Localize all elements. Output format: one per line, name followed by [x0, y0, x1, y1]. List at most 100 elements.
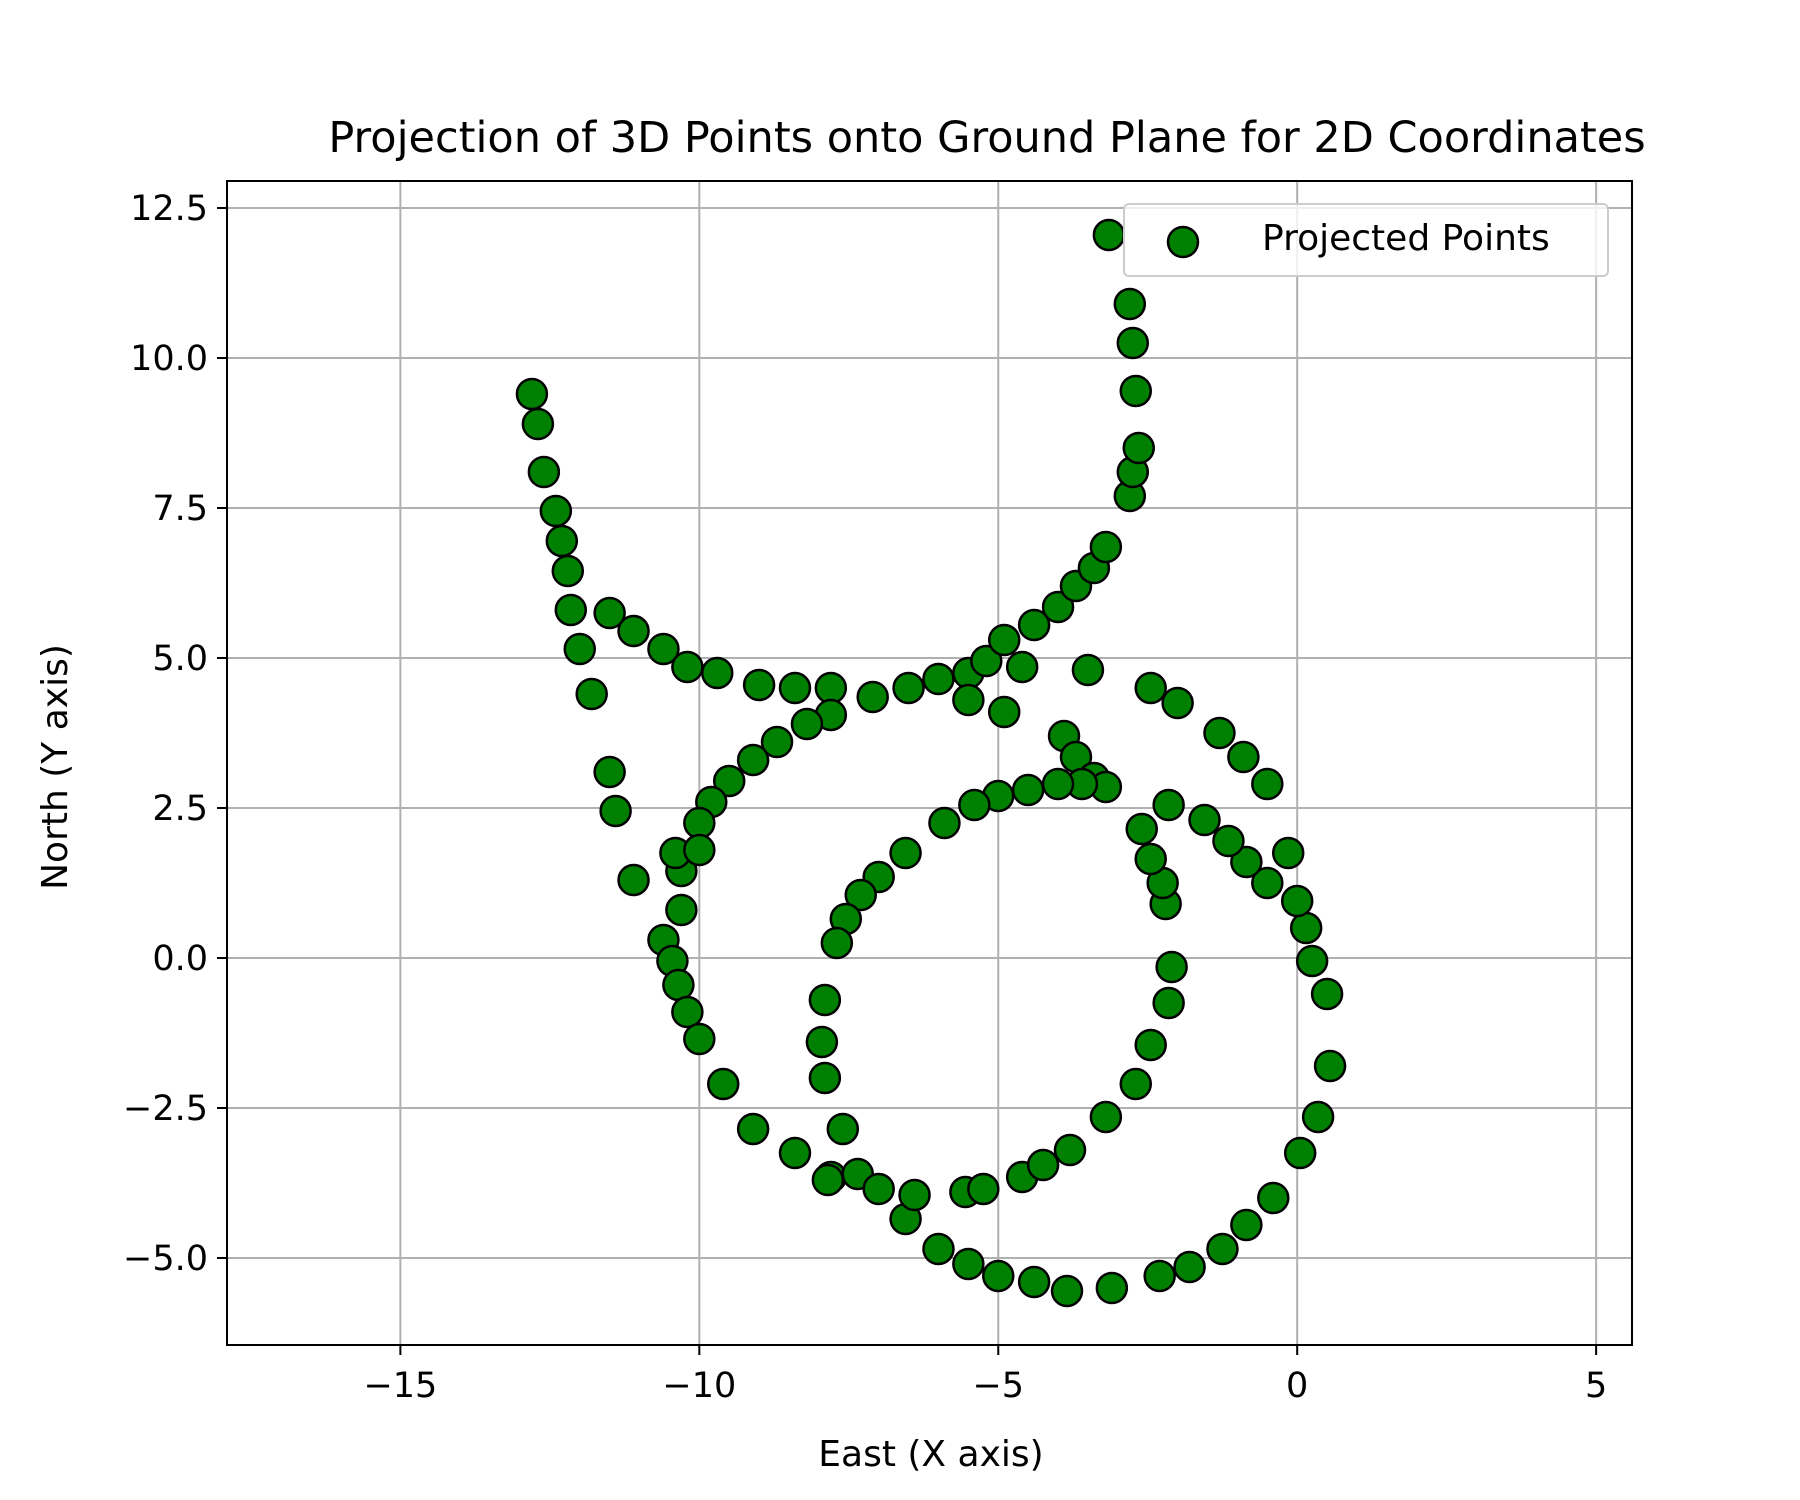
data-point [889, 836, 922, 870]
data-point [987, 695, 1021, 729]
data-point [1301, 1100, 1335, 1134]
y-tick-label: −2.5 [123, 1089, 208, 1129]
data-point [790, 707, 824, 741]
data-point [808, 983, 842, 1017]
data-point [892, 671, 925, 705]
data-point [1017, 608, 1051, 642]
data-point [1289, 911, 1323, 945]
data-point [952, 683, 985, 717]
data-point [539, 494, 573, 528]
data-point [1026, 1148, 1060, 1182]
data-point [1313, 1049, 1347, 1083]
data-point [1005, 650, 1039, 684]
legend-marker [1166, 225, 1200, 259]
data-point [982, 1259, 1015, 1293]
data-point [856, 680, 889, 714]
data-point [1125, 812, 1158, 846]
data-point [1271, 836, 1305, 870]
legend-label-projected-points: Projected Points [1262, 218, 1550, 259]
data-point [1280, 884, 1314, 918]
data-point [617, 863, 650, 897]
data-point [760, 725, 794, 759]
data-point [527, 455, 561, 489]
data-point [671, 650, 704, 684]
data-point [898, 1178, 931, 1212]
y-axis-label: North (Y axis) [35, 644, 76, 890]
x-tick-label: 5 [1585, 1366, 1607, 1406]
y-tick-label: 5.0 [152, 639, 208, 679]
data-point [1310, 977, 1344, 1011]
data-point [1251, 866, 1284, 900]
data-point [545, 524, 579, 558]
data-point [647, 632, 680, 666]
data-point [1119, 374, 1153, 408]
data-point [922, 1232, 955, 1266]
data-point [1050, 1274, 1084, 1308]
data-point [1283, 1136, 1317, 1170]
data-point [701, 656, 734, 690]
data-point [1122, 431, 1156, 465]
data-point [1155, 950, 1188, 984]
data-point [736, 743, 770, 777]
data-point [1203, 716, 1236, 750]
y-tick-label: 0.0 [152, 939, 208, 979]
data-point [1230, 845, 1263, 879]
y-tick-label: 2.5 [152, 789, 208, 829]
y-tick-label: 12.5 [130, 189, 208, 229]
data-point [844, 878, 877, 912]
data-point [515, 377, 549, 411]
data-point [805, 1025, 839, 1059]
data-point [808, 1061, 842, 1095]
chart-title: Projection of 3D Points onto Ground Plan… [328, 113, 1645, 163]
data-point [826, 1112, 860, 1146]
data-point [563, 632, 596, 666]
data-point [1011, 773, 1045, 807]
data-point [593, 755, 626, 789]
data-point [1089, 530, 1123, 564]
data-point [551, 554, 585, 588]
data-point [1092, 218, 1126, 252]
data-point [617, 614, 650, 648]
data-point [1041, 767, 1075, 801]
data-point [1230, 1208, 1263, 1242]
data-point [665, 893, 698, 927]
data-point [1257, 1181, 1290, 1215]
data-point [683, 806, 716, 840]
data-point [928, 806, 961, 840]
data-point [554, 593, 588, 627]
data-point [922, 662, 955, 696]
data-point [712, 764, 746, 798]
data-point [967, 1172, 1000, 1206]
x-axis-label: East (X axis) [818, 1434, 1043, 1475]
data-point [778, 1136, 812, 1170]
data-point [1053, 1133, 1087, 1167]
data-point [1161, 686, 1194, 720]
data-point [1143, 1259, 1176, 1293]
data-point [1119, 1067, 1153, 1101]
data-point [1134, 671, 1167, 705]
data-point [820, 926, 854, 960]
data-point [706, 1067, 740, 1101]
data-point [1251, 767, 1284, 801]
grid-lines [227, 181, 1632, 1345]
data-point [1227, 740, 1260, 774]
data-point [1173, 1250, 1206, 1284]
axis-ticks: −15 −10 −5 0 5 −5.0 −2.5 0.0 2.5 5.0 7.5 10.0 12.5 [123, 189, 1607, 1406]
data-point [736, 1112, 770, 1146]
legend: Projected Points [1123, 203, 1609, 277]
data-point [1095, 1271, 1129, 1305]
data-point [1017, 1265, 1051, 1299]
data-point [1116, 326, 1150, 360]
data-point [1113, 287, 1147, 321]
data-point [987, 623, 1021, 657]
x-tick-label: 0 [1286, 1366, 1308, 1406]
data-point [683, 1022, 716, 1056]
y-tick-label: 7.5 [152, 489, 208, 529]
data-point [593, 596, 626, 630]
data-point [683, 833, 716, 867]
plot-frame [226, 180, 1633, 1346]
y-tick-label: 10.0 [130, 339, 208, 379]
x-tick-label: −5 [972, 1366, 1024, 1406]
x-tick-label: −15 [363, 1366, 437, 1406]
